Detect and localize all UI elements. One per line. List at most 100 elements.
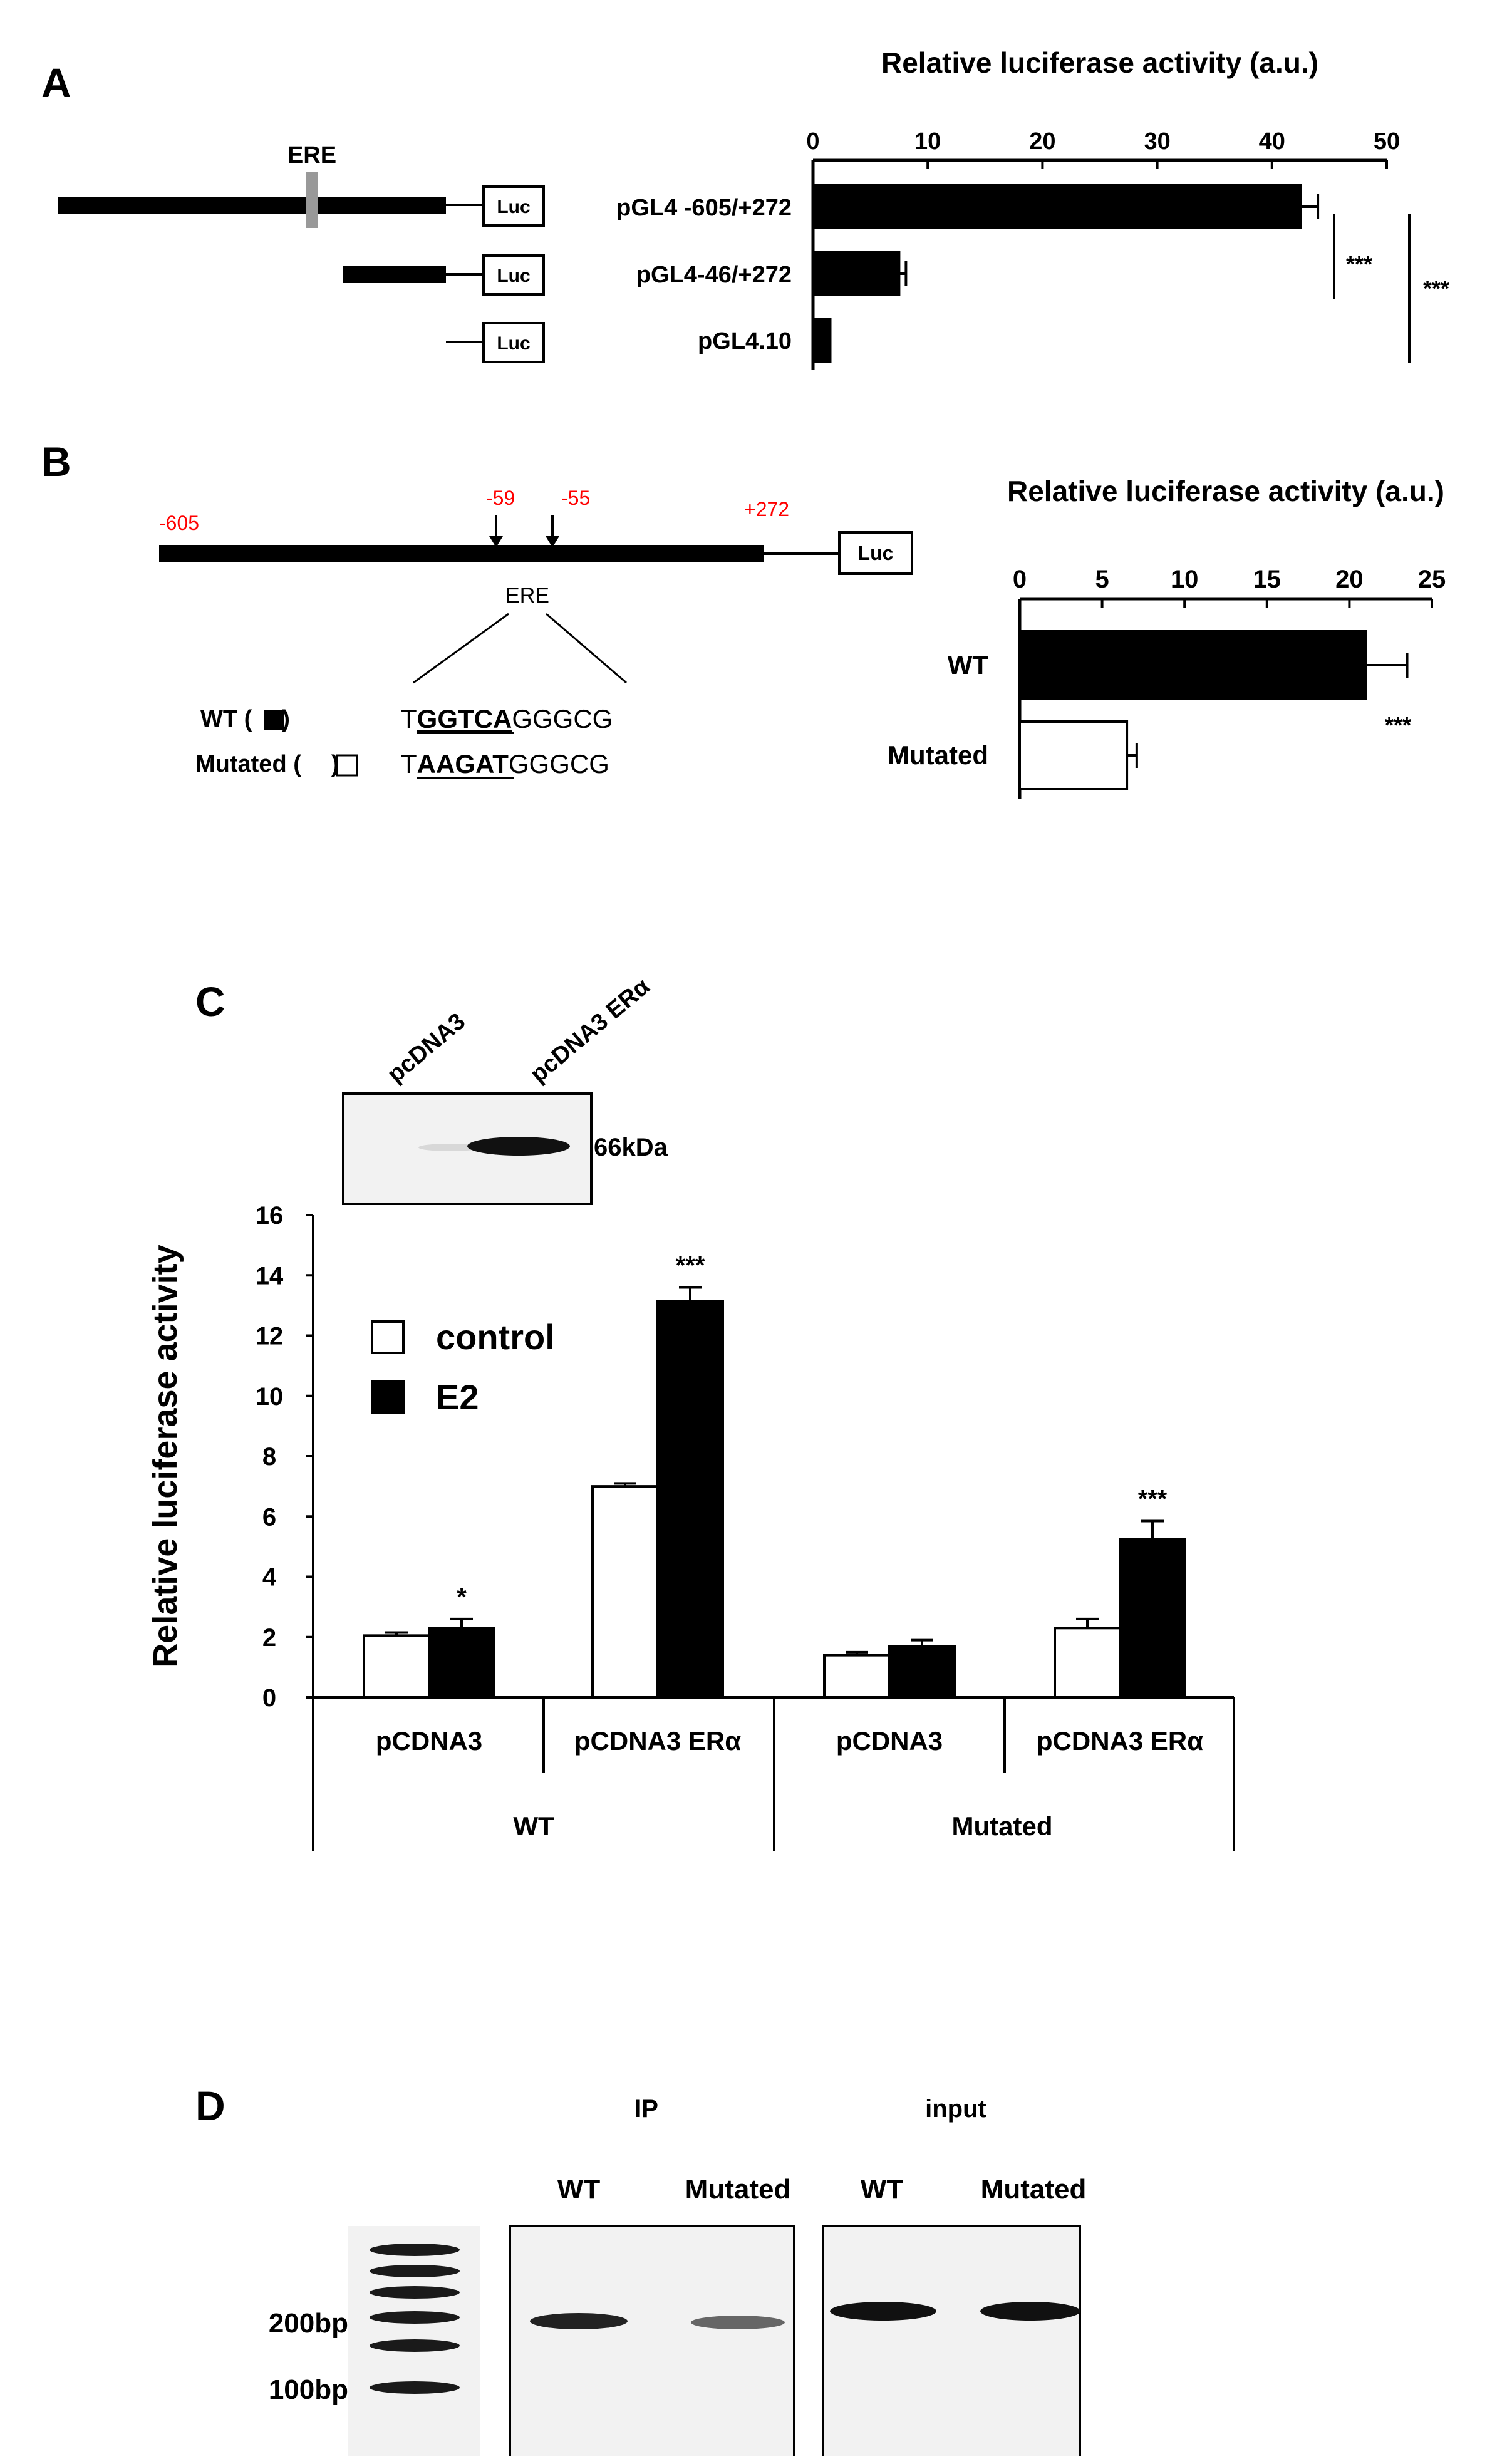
bar-E2 bbox=[428, 1627, 495, 1699]
b-promoter-bar bbox=[159, 545, 764, 562]
bar bbox=[812, 251, 901, 296]
b-wt-seq: TGGTCAGGGCG bbox=[401, 704, 613, 733]
y-tick-label: 2 bbox=[262, 1624, 276, 1652]
x-tick-label: 0 bbox=[806, 128, 819, 155]
c-blot-band-era bbox=[467, 1137, 570, 1156]
a-construct2-promoter bbox=[343, 266, 446, 283]
c-blot-faint-band bbox=[418, 1144, 481, 1151]
chart-title: Relative luciferase activity (a.u.) bbox=[881, 46, 1318, 79]
sig-mark: *** bbox=[676, 1252, 705, 1280]
d-ip-gel bbox=[509, 2225, 795, 2459]
a-construct1-promoter bbox=[58, 197, 446, 214]
a-sig-mark-1: *** bbox=[1346, 251, 1372, 277]
d-lane-2: Mutated bbox=[685, 2174, 791, 2205]
y-tick-label: 14 bbox=[256, 1262, 284, 1290]
sig-mark: * bbox=[457, 1583, 467, 1611]
c-blot-size: 66kDa bbox=[594, 1134, 668, 1161]
b-luc-label: Luc bbox=[858, 542, 894, 564]
b-luc-box bbox=[838, 531, 913, 575]
category-label: WT bbox=[948, 650, 989, 680]
bar-E2 bbox=[1119, 1538, 1186, 1699]
a-luc2-label: Luc bbox=[497, 266, 530, 286]
category-label: pGL4-46/+272 bbox=[636, 262, 792, 288]
x-tick-label: 10 bbox=[1171, 566, 1199, 593]
bar bbox=[812, 318, 832, 363]
b-wt-label-text: WT ( bbox=[200, 706, 252, 732]
bar bbox=[1018, 720, 1129, 790]
panel-a-letter: A bbox=[41, 60, 71, 106]
a-sig-mark-2: *** bbox=[1423, 276, 1449, 301]
bar bbox=[812, 184, 1302, 229]
b-wt-seq-post: GGGCG bbox=[512, 704, 613, 733]
chart-a: Relative luciferase activity (a.u.) 0 10 20… bbox=[616, 46, 1400, 370]
a-ere-box bbox=[306, 172, 318, 228]
x-tick-label: 20 bbox=[1029, 128, 1055, 155]
x-tick-label: 10 bbox=[914, 128, 941, 155]
category-label: pCDNA3 bbox=[836, 1726, 943, 1756]
y-tick-label: 16 bbox=[256, 1202, 284, 1230]
x-tick-label: 20 bbox=[1335, 566, 1364, 593]
bar-control bbox=[1054, 1627, 1121, 1699]
category-label: pCDNA3 ERα bbox=[1037, 1726, 1203, 1756]
b-wt-seq-pre: T bbox=[401, 704, 417, 733]
ladder-band bbox=[370, 2286, 460, 2299]
bar-E2 bbox=[888, 1645, 956, 1699]
category-label: Mutated bbox=[888, 740, 988, 770]
ladder-band bbox=[370, 2311, 460, 2324]
b-zoom-line-right bbox=[546, 613, 627, 684]
ladder-band bbox=[370, 2265, 460, 2277]
panel-b-letter: B bbox=[41, 438, 71, 485]
bar-control bbox=[591, 1485, 659, 1699]
legend-swatch-E2 bbox=[371, 1380, 405, 1414]
group-label: Mutated bbox=[952, 1811, 1053, 1841]
b-zoom-line-left bbox=[413, 613, 509, 684]
b-mut-seq-pre: T bbox=[401, 749, 417, 779]
y-axis-label: Relative luciferase activity bbox=[147, 1245, 184, 1667]
y-tick-label: 12 bbox=[256, 1323, 284, 1350]
a-ere-label: ERE bbox=[287, 142, 336, 168]
b-sig-mark: *** bbox=[1385, 712, 1411, 738]
ladder-band bbox=[370, 2244, 460, 2256]
a-luc1-box bbox=[482, 185, 545, 227]
ladder-band bbox=[370, 2339, 460, 2352]
b-arrowhead-59 bbox=[489, 536, 503, 547]
category-label: pGL4.10 bbox=[698, 328, 792, 355]
x-tick-label: 40 bbox=[1259, 128, 1285, 155]
b-wt-seq-core: GGTCA bbox=[417, 704, 512, 733]
b-arrowhead-55 bbox=[546, 536, 559, 547]
b-mut-seq: TAAGATGGGCG bbox=[401, 749, 609, 779]
category-label: pCDNA3 ERα bbox=[574, 1726, 741, 1756]
ladder-band bbox=[370, 2381, 460, 2394]
d-lane-3: WT bbox=[861, 2174, 904, 2205]
legend-swatch-control bbox=[371, 1320, 405, 1354]
chart-b: Relative luciferase activity (a.u.) 0 5 10 1… bbox=[888, 475, 1446, 799]
b-pos-605: -605 bbox=[159, 512, 199, 534]
d-input-gel bbox=[822, 2225, 1081, 2459]
d-input-band-wt bbox=[830, 2302, 936, 2321]
bar-E2 bbox=[656, 1300, 724, 1699]
d-ip-band-mutated bbox=[691, 2316, 785, 2329]
b-pos-272: +272 bbox=[744, 498, 789, 520]
y-tick-label: 8 bbox=[262, 1443, 276, 1471]
a-luc3-label: Luc bbox=[497, 333, 530, 354]
d-ladder-bands bbox=[370, 2244, 460, 2394]
b-mut-label: Mutated () bbox=[195, 751, 339, 777]
x-tick-label: 25 bbox=[1418, 566, 1446, 593]
x-tick-label: 15 bbox=[1253, 566, 1282, 593]
c-blot-lane-2: pcDNA3 ERα bbox=[526, 973, 655, 1088]
x-tick-label: 0 bbox=[1013, 566, 1027, 593]
x-tick-label: 50 bbox=[1374, 128, 1400, 155]
a-luc2-box bbox=[482, 254, 545, 296]
a-luc3-box bbox=[482, 322, 545, 363]
b-mut-seq-post: GGGCG bbox=[509, 749, 609, 779]
b-pos-59: -59 bbox=[486, 487, 515, 509]
legend-label-control: control bbox=[436, 1317, 555, 1357]
b-ere-label: ERE bbox=[505, 584, 549, 608]
b-mut-seq-core: AAGAT bbox=[417, 749, 509, 779]
y-tick-label: 4 bbox=[262, 1564, 277, 1592]
d-ip-band-wt bbox=[530, 2313, 628, 2329]
x-tick-label: 30 bbox=[1144, 128, 1170, 155]
category-label: pCDNA3 bbox=[376, 1726, 482, 1756]
y-tick-label: 0 bbox=[262, 1684, 276, 1712]
